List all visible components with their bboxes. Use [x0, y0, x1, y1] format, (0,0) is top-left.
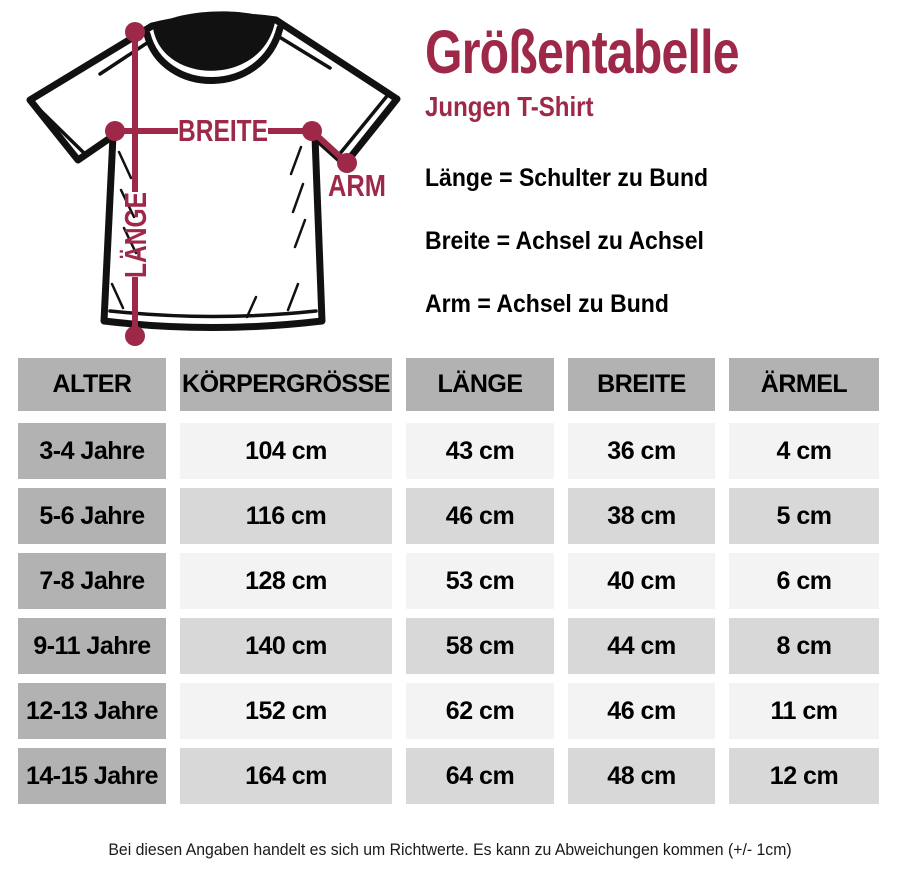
shoulder-dot [125, 22, 145, 42]
value-cell: 104 cm [180, 423, 392, 479]
value-cell: 43 cm [406, 423, 554, 479]
collar-outer-arc [143, 24, 284, 84]
col-header-koerpergroesse: KÖRPERGRÖSSE [180, 358, 392, 411]
measurement-definitions: Länge = Schulter zu Bund Breite = Achsel… [425, 166, 890, 317]
age-cell: 12-13 Jahre [18, 683, 166, 739]
definition-laenge: Länge = Schulter zu Bund [425, 164, 709, 192]
arm-label: ARM [328, 168, 386, 203]
value-cell: 38 cm [568, 488, 715, 544]
value-cell: 11 cm [729, 683, 879, 739]
value-cell: 40 cm [568, 553, 715, 609]
age-cell: 5-6 Jahre [18, 488, 166, 544]
left-armpit-dot [105, 121, 125, 141]
age-cell: 7-8 Jahre [18, 553, 166, 609]
value-cell: 164 cm [180, 748, 392, 804]
value-cell: 12 cm [729, 748, 879, 804]
value-cell: 128 cm [180, 553, 392, 609]
value-cell: 64 cm [406, 748, 554, 804]
value-cell: 152 cm [180, 683, 392, 739]
page-title: Größentabelle [425, 18, 740, 86]
hem-dot [125, 326, 145, 346]
right-armpit-dot [302, 121, 322, 141]
value-cell: 116 cm [180, 488, 392, 544]
value-cell: 8 cm [729, 618, 879, 674]
value-cell: 140 cm [180, 618, 392, 674]
definition-arm: Arm = Achsel zu Bund [425, 290, 669, 318]
col-header-breite: BREITE [568, 358, 715, 411]
col-header-aermel: ÄRMEL [729, 358, 879, 411]
tshirt-hatch-marks [110, 145, 307, 319]
value-cell: 36 cm [568, 423, 715, 479]
value-cell: 44 cm [568, 618, 715, 674]
size-table: ALTER KÖRPERGRÖSSE LÄNGE BREITE ÄRMEL 3-… [18, 358, 879, 804]
tshirt-outline [26, 11, 401, 331]
laenge-label: LÄNGE [118, 192, 153, 278]
measure-point-dots [105, 22, 357, 346]
value-cell: 4 cm [729, 423, 879, 479]
col-header-laenge: LÄNGE [406, 358, 554, 411]
value-cell: 58 cm [406, 618, 554, 674]
value-cell: 62 cm [406, 683, 554, 739]
age-cell: 9-11 Jahre [18, 618, 166, 674]
neck-opening-fill [153, 11, 275, 71]
age-cell: 3-4 Jahre [18, 423, 166, 479]
age-cell: 14-15 Jahre [18, 748, 166, 804]
definition-breite: Breite = Achsel zu Achsel [425, 227, 704, 255]
value-cell: 48 cm [568, 748, 715, 804]
breite-label: BREITE [178, 113, 268, 148]
value-cell: 6 cm [729, 553, 879, 609]
measurement-overlay: BREITE ARM LÄNGE [105, 22, 386, 346]
tshirt-measurement-diagram: BREITE ARM LÄNGE [26, 11, 401, 346]
value-cell: 46 cm [406, 488, 554, 544]
disclaimer-note: Bei diesen Angaben handelt es sich um Ri… [108, 840, 792, 859]
sleeve-end-dot [337, 153, 357, 173]
header-info: Größentabelle Jungen T-Shirt Länge = Sch… [425, 22, 890, 355]
value-cell: 5 cm [729, 488, 879, 544]
page-subtitle: Jungen T-Shirt [425, 91, 594, 122]
value-cell: 53 cm [406, 553, 554, 609]
value-cell: 46 cm [568, 683, 715, 739]
col-header-alter: ALTER [18, 358, 166, 411]
